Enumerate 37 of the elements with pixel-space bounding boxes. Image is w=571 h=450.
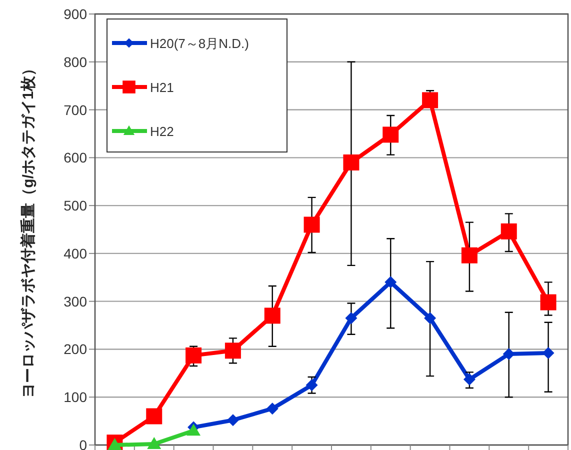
point — [424, 312, 436, 324]
point — [502, 348, 515, 360]
y-tick-label: 400 — [64, 245, 88, 262]
point — [384, 276, 397, 288]
point — [306, 379, 318, 392]
point — [345, 312, 358, 324]
y-tick-label: 200 — [64, 341, 88, 358]
point — [186, 347, 202, 364]
point — [146, 408, 162, 424]
point — [540, 294, 556, 310]
legend-label: H20(7～8月N.D.) — [150, 36, 249, 51]
point — [108, 438, 122, 450]
point — [224, 342, 241, 359]
y-tick-label: 600 — [64, 150, 88, 166]
point — [266, 402, 278, 415]
y-tick-label: 700 — [64, 102, 88, 118]
y-axis-title: ヨーロッパザラボヤ付着重量（g/ホタテガイ1枚） — [19, 61, 37, 398]
point — [147, 437, 162, 450]
legend-label: H22 — [150, 124, 174, 139]
point — [226, 414, 239, 426]
point — [382, 126, 399, 143]
point — [463, 373, 476, 386]
point — [422, 92, 438, 108]
point — [304, 216, 320, 233]
point — [264, 308, 280, 324]
point — [461, 247, 478, 264]
point — [500, 223, 517, 240]
point — [186, 424, 201, 436]
y-tick-label: 300 — [64, 293, 88, 310]
legend-label: H21 — [150, 80, 174, 95]
y-tick-label: 100 — [64, 389, 88, 406]
y-tick-label: 900 — [64, 6, 88, 22]
y-tick-label: 0 — [79, 437, 88, 450]
y-tick-label: 800 — [64, 54, 88, 70]
y-tick-label: 500 — [64, 198, 88, 214]
point — [542, 347, 554, 360]
point — [343, 154, 360, 170]
